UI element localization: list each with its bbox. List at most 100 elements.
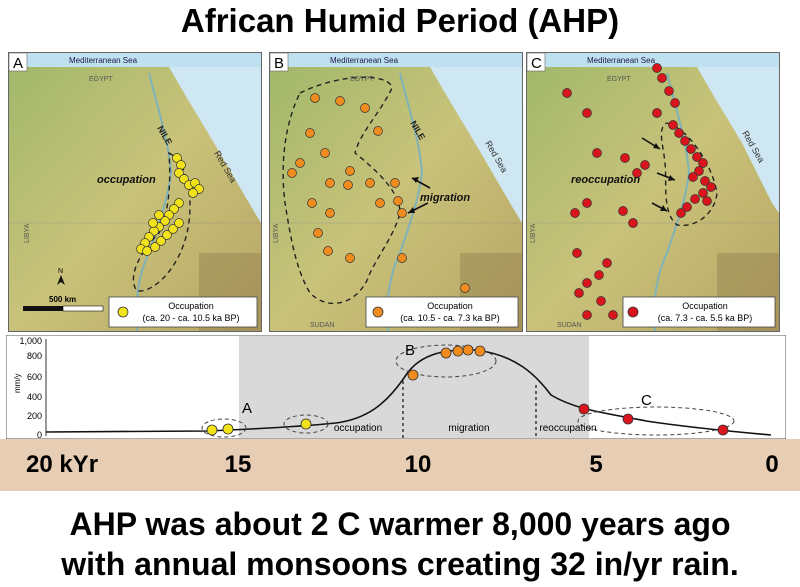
- site-dot: [572, 248, 582, 258]
- site-dot: [390, 178, 400, 188]
- site-dot: [582, 108, 592, 118]
- site-dot: [307, 198, 317, 208]
- timeline-dot-c: [622, 413, 634, 425]
- site-dot: [335, 96, 345, 106]
- migration-outline: [282, 76, 401, 304]
- phase-letter-b: B: [405, 342, 415, 359]
- red-sea-shape: [430, 67, 522, 223]
- site-dot: [295, 158, 305, 168]
- timeline-dot-b: [407, 369, 419, 381]
- y-axis-label: mm/y: [13, 373, 22, 393]
- timeline-dot-b: [452, 345, 464, 357]
- site-dot: [360, 103, 370, 113]
- map-panel-a: A Mediterranean Sea EGYPT LIBYA SUDAN Re…: [8, 52, 262, 332]
- site-dot: [148, 218, 158, 228]
- map-panel-c: C Mediterranean Sea EGYPT LIBYA SUDAN Re…: [526, 52, 780, 332]
- site-dot: [287, 168, 297, 178]
- site-dot: [150, 242, 160, 252]
- mediterranean-label: Mediterranean Sea: [69, 56, 138, 65]
- site-dot: [397, 208, 407, 218]
- site-dot: [676, 208, 686, 218]
- legend-range-a: (ca. 20 - ca. 10.5 ka BP): [142, 313, 239, 323]
- site-dot: [393, 196, 403, 206]
- occupation-outline: [132, 151, 191, 292]
- site-dot: [620, 153, 630, 163]
- timeline-dot-c: [578, 403, 590, 415]
- site-dot: [706, 182, 716, 192]
- libya-label: LIBYA: [530, 223, 537, 243]
- map-c-legend: [622, 296, 776, 328]
- site-dot: [574, 288, 584, 298]
- phase-letter-c: C: [641, 392, 652, 409]
- map-b-legend: [365, 296, 519, 328]
- site-dot: [142, 246, 152, 256]
- site-dot: [323, 246, 333, 256]
- site-dot: [305, 128, 315, 138]
- site-dot: [652, 63, 662, 73]
- site-dot: [674, 128, 684, 138]
- phase-label-migration: migration: [448, 423, 489, 434]
- rainfall-timeline: mm/y 1,000 800 600 400 200 0 A B C: [5, 334, 787, 440]
- migration-annotation: migration: [420, 192, 470, 204]
- site-dot: [680, 136, 690, 146]
- site-dot: [694, 166, 704, 176]
- map-panel-b: B Mediterranean Sea EGYPT LIBYA SUDAN Re…: [269, 52, 523, 332]
- panel-letter-a: A: [13, 55, 23, 72]
- legend-range-b: (ca. 10.5 - ca. 7.3 ka BP): [400, 313, 500, 323]
- site-dot: [594, 270, 604, 280]
- legend-dot-a: [117, 306, 129, 318]
- legend-range-c: (ca. 7.3 - ca. 5.5 ka BP): [658, 313, 753, 323]
- egypt-label: EGYPT: [607, 76, 631, 83]
- site-dot: [640, 160, 650, 170]
- timeline-dot-b: [440, 347, 452, 359]
- caption-line-2: with annual monsoons creating 32 in/yr r…: [61, 546, 739, 582]
- site-dot: [310, 93, 320, 103]
- site-dot: [570, 208, 580, 218]
- site-dot: [343, 180, 353, 190]
- site-dot: [397, 253, 407, 263]
- site-dot: [668, 120, 678, 130]
- site-dot: [608, 310, 618, 320]
- site-dot: [365, 178, 375, 188]
- legend-dot-b: [372, 306, 384, 318]
- egypt-label: EGYPT: [89, 76, 113, 83]
- panel-letter-b: B: [274, 55, 284, 72]
- nile-river: [386, 72, 424, 331]
- site-dot: [700, 176, 710, 186]
- map-a-legend: [108, 296, 258, 328]
- caption-line-1: AHP was about 2 C warmer 8,000 years ago: [69, 506, 731, 542]
- humid-period-shade: [239, 336, 589, 438]
- site-dot: [596, 296, 606, 306]
- y-tick: 600: [27, 372, 42, 382]
- axis-label-5: 5: [589, 451, 603, 478]
- site-dot: [702, 196, 712, 206]
- timeline-dot-a: [300, 418, 312, 430]
- site-dot: [664, 86, 674, 96]
- phase-label-occupation: occupation: [334, 423, 382, 434]
- site-dot: [602, 258, 612, 268]
- legend-title-c: Occupation: [682, 301, 728, 311]
- site-dot: [325, 178, 335, 188]
- north-label: N: [58, 268, 63, 275]
- reoccupation-annotation: reoccupation: [571, 174, 640, 186]
- site-dot: [562, 88, 572, 98]
- site-dot: [582, 278, 592, 288]
- map-c-site-dots: [562, 63, 716, 320]
- site-dot: [460, 283, 470, 293]
- timeline-dot-a: [222, 423, 234, 435]
- site-dot: [160, 216, 170, 226]
- site-dot: [670, 98, 680, 108]
- site-dot: [156, 236, 166, 246]
- site-dot: [174, 218, 184, 228]
- mediterranean-label: Mediterranean Sea: [330, 56, 399, 65]
- site-dot: [582, 198, 592, 208]
- site-dot: [325, 208, 335, 218]
- timeline-dot-b: [462, 344, 474, 356]
- site-dot: [345, 253, 355, 263]
- site-dot: [592, 148, 602, 158]
- reoccupation-outline: [660, 122, 718, 227]
- y-tick: 200: [27, 411, 42, 421]
- site-dot: [698, 158, 708, 168]
- panel-letter-c: C: [531, 55, 542, 72]
- site-dot: [628, 218, 638, 228]
